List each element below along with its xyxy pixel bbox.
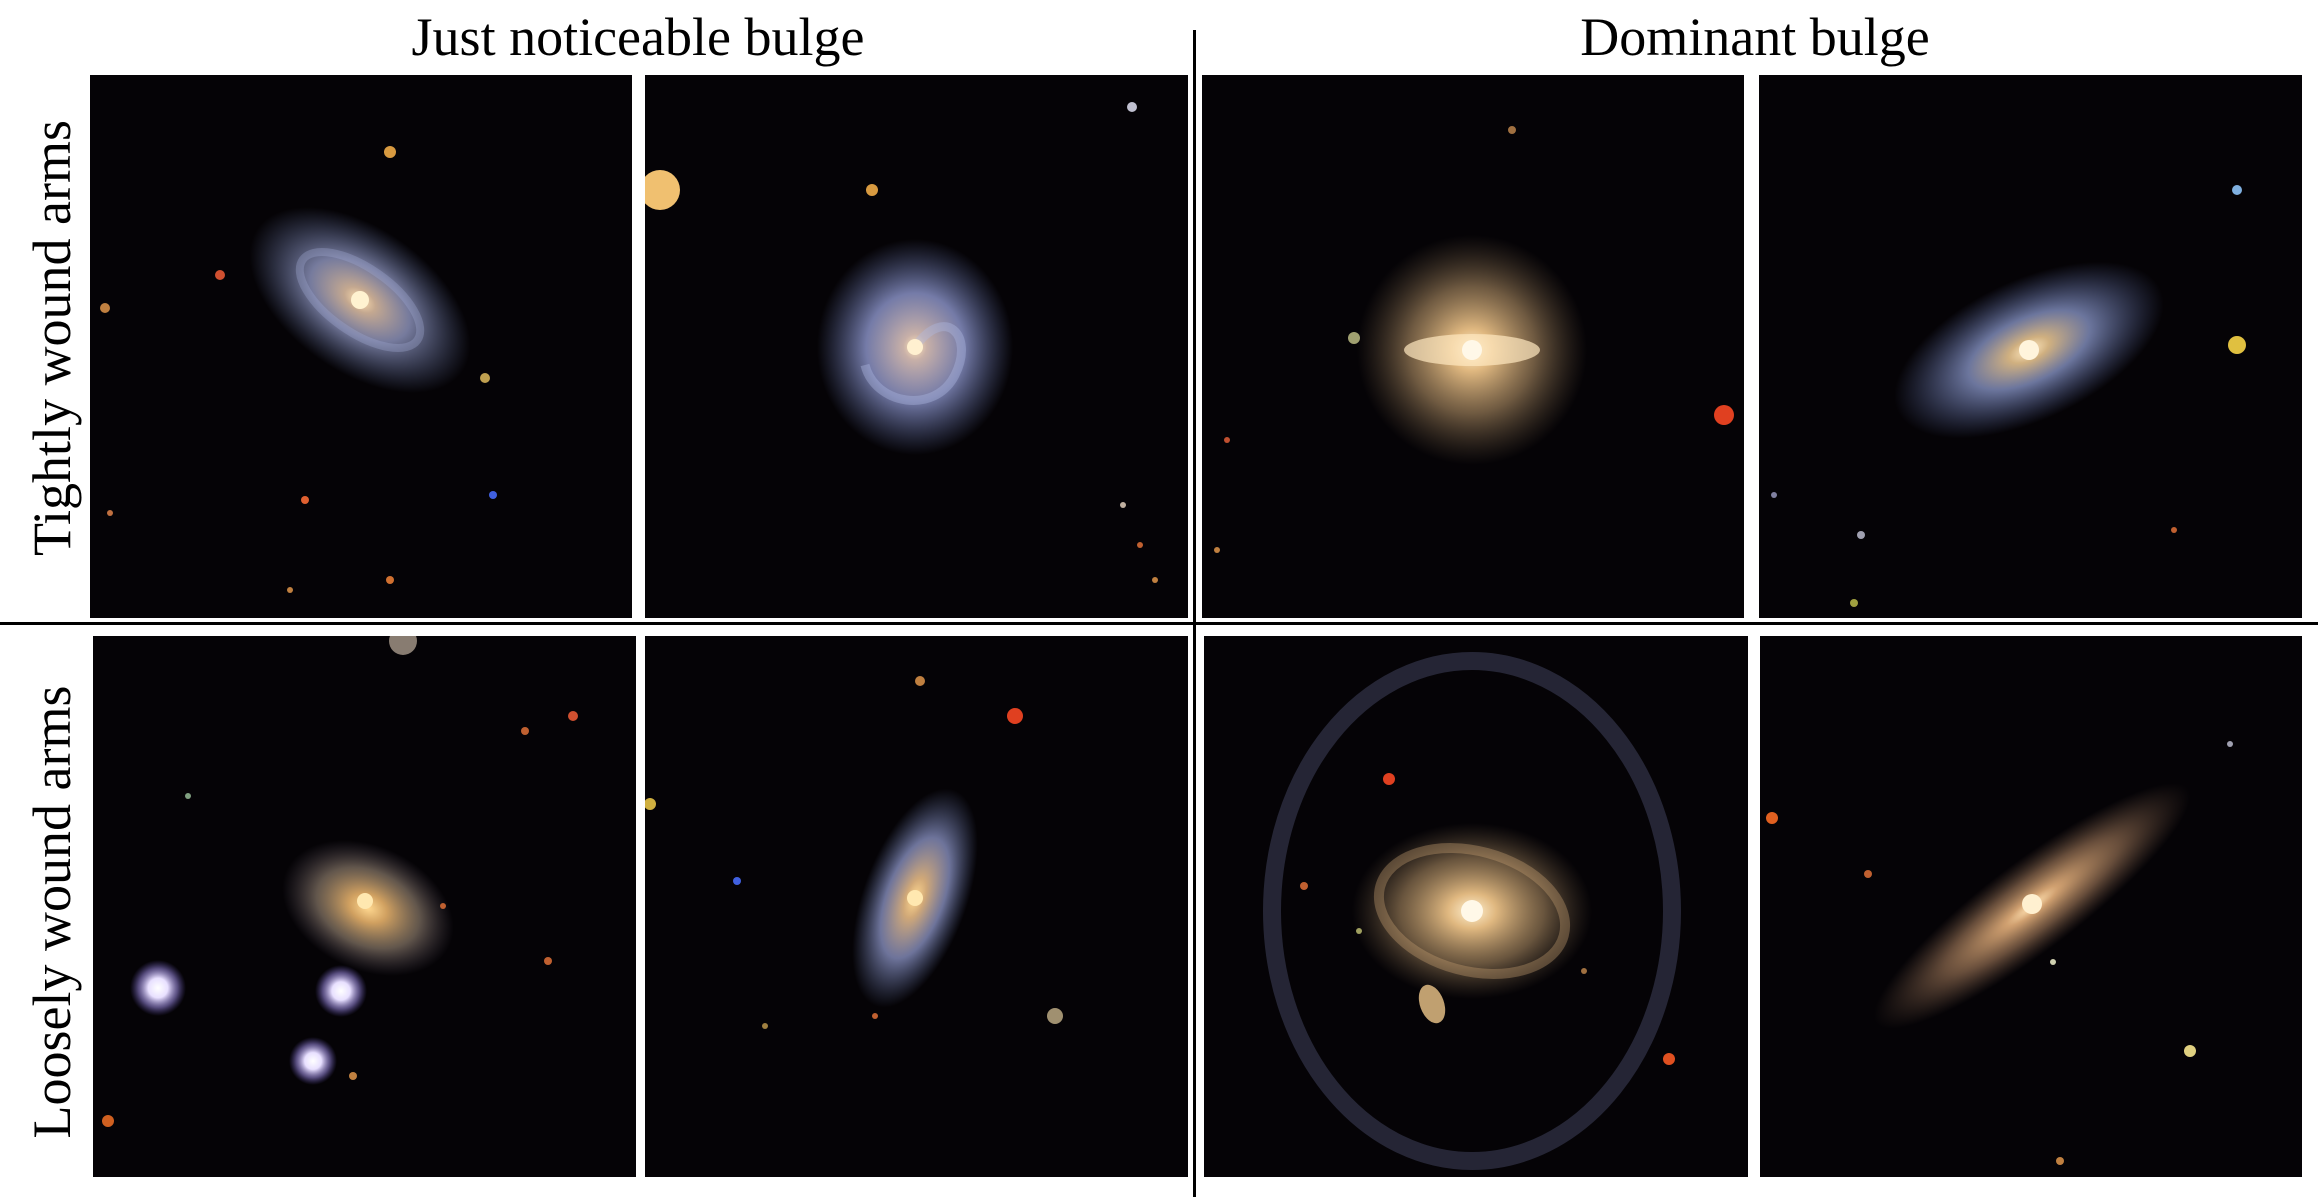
galaxy-picture [645, 102, 1158, 583]
galaxy-image-loose-dominant-1 [1204, 636, 1748, 1177]
vertical-divider [1193, 30, 1196, 1197]
galaxy-picture [645, 676, 1063, 1029]
row-title-tightly-wound-arms: Tightly wound arms [22, 119, 82, 557]
galaxy-image-loose-dominant-2 [1760, 636, 2302, 1177]
galaxy-picture [1766, 741, 2233, 1165]
column-title-dominant-bulge: Dominant bulge [1580, 7, 1930, 67]
galaxy-picture [102, 636, 578, 1127]
column-title-just-noticeable-bulge: Just noticeable bulge [411, 7, 865, 67]
galaxy-image-loose-noticeable-1 [93, 636, 636, 1177]
galaxy-picture [1771, 185, 2246, 607]
galaxy-image-tight-dominant-2 [1759, 75, 2302, 618]
row-title-loosely-wound-arms: Loosely wound arms [22, 685, 82, 1139]
galaxy-image-tight-dominant-1 [1202, 75, 1744, 618]
galaxy-image-tight-noticeable-1 [90, 75, 632, 618]
galaxy-picture [100, 146, 497, 593]
galaxy-image-tight-noticeable-2 [645, 75, 1188, 618]
galaxy-picture [1263, 652, 1681, 1170]
horizontal-divider [0, 622, 2318, 625]
galaxy-image-loose-noticeable-2 [645, 636, 1188, 1177]
galaxy-picture [1214, 126, 1734, 553]
